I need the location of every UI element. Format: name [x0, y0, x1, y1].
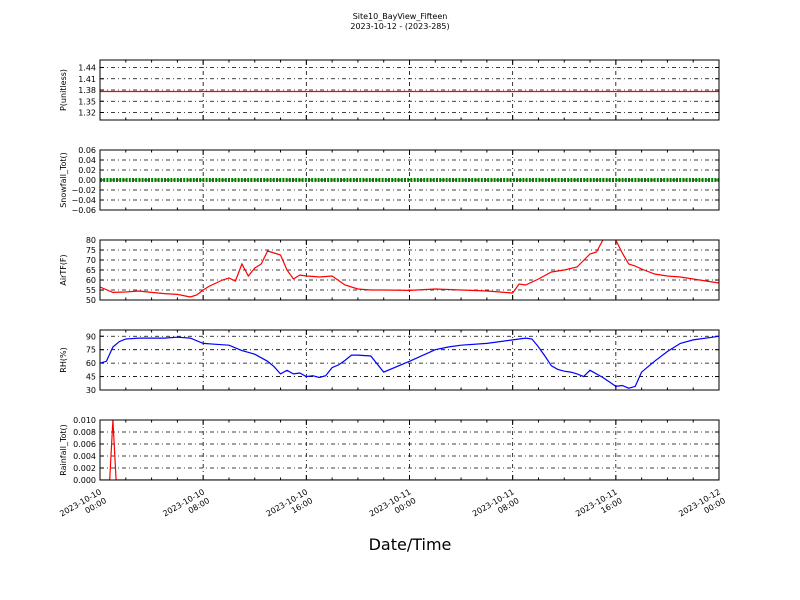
y-axis-label: RH(%) — [59, 347, 68, 372]
panel-5: 0.000 0.002 0.004 0.006 0.008 0.010 Rainfall_T… — [59, 416, 720, 485]
y-tick-label: 1.32 — [78, 109, 96, 118]
x-tick-label: 2023-10-1000:00 — [58, 487, 108, 527]
y-axis-label: P(unitless) — [59, 69, 68, 111]
series-line — [100, 335, 719, 389]
y-tick-label: 1.44 — [78, 64, 96, 73]
y-tick-label: 90 — [86, 332, 96, 341]
plot-frame — [99, 149, 720, 211]
y-tick-label: 50 — [86, 296, 96, 305]
y-axis-label: AirTF(F) — [59, 254, 68, 285]
y-tick-label: 0.06 — [78, 146, 96, 155]
panels: 1.321.351.381.411.44P(unitless)−0.06−0.0… — [59, 59, 720, 485]
y-tick-label: 1.41 — [78, 75, 96, 84]
y-tick-label: 45 — [86, 373, 96, 382]
y-tick-label: 0.000 — [73, 476, 96, 485]
y-tick-label: 75 — [86, 346, 96, 355]
y-tick-label: 60 — [86, 276, 96, 285]
y-tick-label: −0.02 — [71, 186, 96, 195]
x-tick-label: 2023-10-1116:00 — [574, 487, 624, 527]
y-tick-label: 0.004 — [73, 452, 96, 461]
y-tick-label: 0.008 — [73, 428, 96, 437]
x-axis-tick-labels: 2023-10-1000:00 2023-10-1008:00 2023-10-10… — [58, 487, 727, 527]
y-tick-label: 65 — [86, 266, 96, 275]
y-tick-label: 1.38 — [78, 86, 96, 95]
y-tick-label: 0.04 — [78, 156, 96, 165]
y-tick-label: 55 — [86, 286, 96, 295]
x-tick-label: 2023-10-1200:00 — [677, 487, 727, 527]
x-tick-label: 2023-10-1008:00 — [161, 487, 211, 527]
y-tick-label: 60 — [86, 359, 96, 368]
y-tick-label: 30 — [86, 386, 96, 395]
y-tick-label: −0.04 — [71, 196, 96, 205]
y-tick-label: 70 — [86, 256, 96, 265]
figure-title: Site10_BayView_Fifteen — [353, 12, 448, 21]
y-tick-label: 0.002 — [73, 464, 96, 473]
panel-1: 1.32 1.35 1.38 1.41 1.44 P(unitless) — [59, 59, 720, 121]
x-axis-label: Date/Time — [369, 535, 452, 554]
y-axis-label: Snowfall_Tot() — [59, 152, 68, 208]
y-tick-label: 0.02 — [78, 166, 96, 175]
plot-frame — [99, 329, 720, 391]
plot-frame — [99, 59, 720, 121]
panel-4: 30 45 60 75 90 RH(%) — [59, 329, 720, 395]
plot-frame — [99, 239, 720, 301]
x-tick-label: 2023-10-1016:00 — [265, 487, 315, 527]
y-tick-label: 0.006 — [73, 440, 96, 449]
figure-subtitle: 2023-10-12 - (2023-285) — [350, 22, 449, 31]
y-tick-label: 0.00 — [78, 176, 96, 185]
y-tick-label: 0.010 — [73, 416, 96, 425]
y-tick-label: 75 — [86, 246, 96, 255]
y-tick-label: 80 — [86, 236, 96, 245]
plot-frame — [99, 419, 720, 481]
x-tick-label: 2023-10-1108:00 — [471, 487, 521, 527]
series-line — [100, 240, 719, 298]
x-tick-label: 2023-10-1100:00 — [368, 487, 418, 527]
panel-2: −0.06−0.04−0.020.000.020.040.06 Snowfall_… — [59, 146, 720, 215]
y-tick-label: 1.35 — [78, 97, 96, 106]
y-tick-label: −0.06 — [71, 206, 96, 215]
y-axis-label: Rainfall_Tot() — [59, 424, 68, 476]
